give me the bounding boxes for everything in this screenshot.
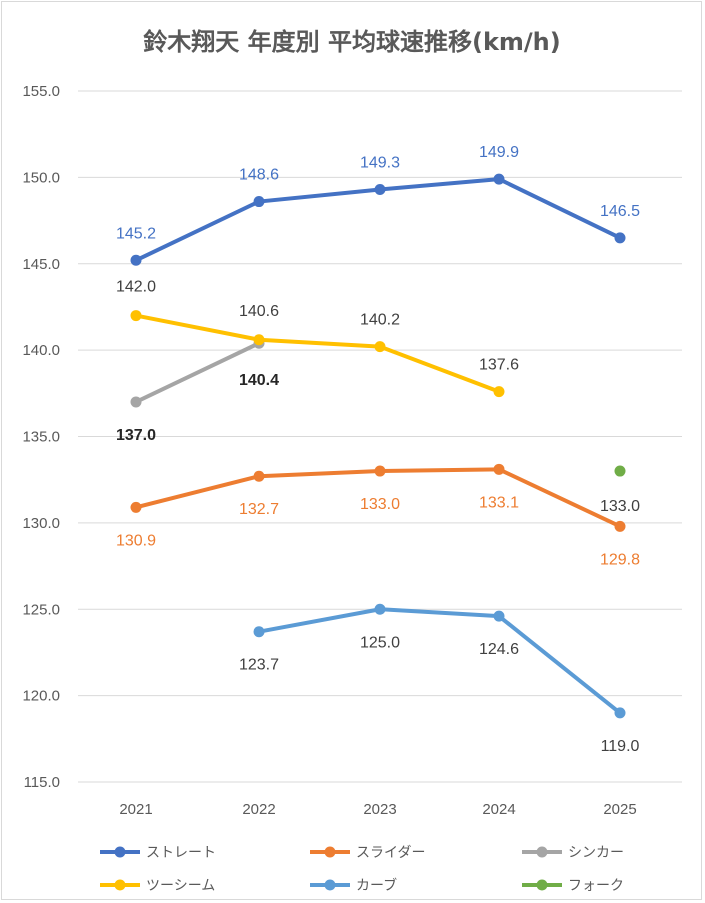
data-point-slider xyxy=(614,520,626,532)
data-point-two-seam xyxy=(493,386,505,398)
data-label-straight: 148.6 xyxy=(239,167,279,184)
y-tick-label: 145.0 xyxy=(22,256,60,273)
series-slider xyxy=(130,463,626,532)
data-label-straight: 145.2 xyxy=(116,225,156,242)
legend-item-fork: フォーク xyxy=(522,878,624,894)
series-two-seam xyxy=(130,310,505,398)
x-tick-label: 2022 xyxy=(242,801,275,818)
y-tick-label: 135.0 xyxy=(22,429,60,446)
x-tick-label: 2024 xyxy=(482,801,515,818)
data-label-slider: 132.7 xyxy=(239,501,279,518)
series-curve xyxy=(253,603,626,719)
data-point-curve xyxy=(614,707,626,719)
legend-swatch-marker xyxy=(114,846,126,858)
data-label-curve: 123.7 xyxy=(239,657,279,674)
data-point-curve xyxy=(253,626,265,638)
data-label-straight: 149.9 xyxy=(479,144,519,161)
data-point-straight xyxy=(253,196,265,208)
legend-swatch-marker xyxy=(324,879,336,891)
legend-swatch-marker xyxy=(536,879,548,891)
y-tick-label: 140.0 xyxy=(22,342,60,359)
legend-item-curve: カーブ xyxy=(310,877,397,894)
data-point-slider xyxy=(253,470,265,482)
y-tick-label: 125.0 xyxy=(22,601,60,618)
data-label-curve: 125.0 xyxy=(360,634,400,651)
data-label-two-seam: 140.2 xyxy=(360,312,400,329)
legend-item-slider: スライダー xyxy=(310,845,425,861)
data-label-slider: 133.0 xyxy=(360,496,400,513)
series-layer xyxy=(130,173,626,719)
y-axis-ticks: 115.0 120.0 125.0 130.0 135.0 140.0 145.0 150.0… xyxy=(22,83,60,791)
data-point-two-seam xyxy=(374,341,386,353)
x-axis-ticks: 2021 2022 2023 2024 2025 xyxy=(119,801,636,818)
x-tick-label: 2023 xyxy=(363,801,396,818)
legend-label: スライダー xyxy=(356,845,425,861)
y-tick-label: 155.0 xyxy=(22,83,60,100)
series-line-curve xyxy=(257,607,622,715)
data-point-straight xyxy=(614,232,626,244)
legend-swatch-marker xyxy=(114,879,126,891)
data-point-slider xyxy=(130,501,142,513)
data-labels: 145.2 148.6 149.3 149.9 146.5 130.9 132.7 133.0… xyxy=(116,144,640,755)
x-tick-label: 2021 xyxy=(119,801,152,818)
data-point-curve xyxy=(493,610,505,622)
data-label-curve: 119.0 xyxy=(601,738,640,755)
data-point-straight xyxy=(130,254,142,266)
data-label-slider: 129.8 xyxy=(600,551,640,568)
data-label-two-seam: 142.0 xyxy=(116,279,156,296)
series-line-two-seam xyxy=(134,313,501,394)
legend-item-straight: ストレート xyxy=(100,845,216,861)
legend-label: シンカー xyxy=(568,845,624,861)
data-label-fork: 133.0 xyxy=(600,498,640,515)
data-point-two-seam xyxy=(130,310,142,322)
data-label-slider: 130.9 xyxy=(116,532,156,549)
x-tick-label: 2025 xyxy=(603,801,636,818)
data-point-slider xyxy=(493,463,505,475)
legend-label: カーブ xyxy=(356,877,397,894)
legend-item-two-seam: ツーシーム xyxy=(100,878,215,894)
legend-label: ストレート xyxy=(146,845,216,861)
y-tick-label: 115.0 xyxy=(24,774,60,791)
data-label-straight: 149.3 xyxy=(360,154,400,171)
legend-swatch-marker xyxy=(324,846,336,858)
series-straight xyxy=(130,173,626,266)
legend-label: フォーク xyxy=(568,878,624,894)
chart-title: 鈴木翔天 年度別 平均球速推移(km/h) xyxy=(143,28,560,56)
legend-label: ツーシーム xyxy=(146,878,215,894)
data-label-two-seam: 137.6 xyxy=(479,357,519,374)
data-point-straight xyxy=(374,183,386,195)
data-label-slider: 133.1 xyxy=(479,494,519,511)
data-label-two-seam: 140.6 xyxy=(239,303,279,320)
legend-swatch-marker xyxy=(536,846,548,858)
data-point-two-seam xyxy=(253,334,265,346)
data-point-fork xyxy=(614,465,626,477)
series-fork xyxy=(614,465,626,477)
data-label-straight: 146.5 xyxy=(600,203,640,220)
data-point-sinker xyxy=(130,396,142,408)
data-point-straight xyxy=(493,173,505,185)
legend-item-sinker: シンカー xyxy=(522,845,624,861)
y-tick-label: 150.0 xyxy=(22,169,60,186)
data-label-curve: 124.6 xyxy=(479,641,519,658)
data-label-sinker: 140.4 xyxy=(239,372,279,389)
data-point-curve xyxy=(374,603,386,615)
data-point-slider xyxy=(374,465,386,477)
y-tick-label: 120.0 xyxy=(22,688,60,705)
series-line-sinker xyxy=(134,341,261,404)
y-tick-label: 130.0 xyxy=(22,515,60,532)
data-label-sinker: 137.0 xyxy=(116,427,156,444)
